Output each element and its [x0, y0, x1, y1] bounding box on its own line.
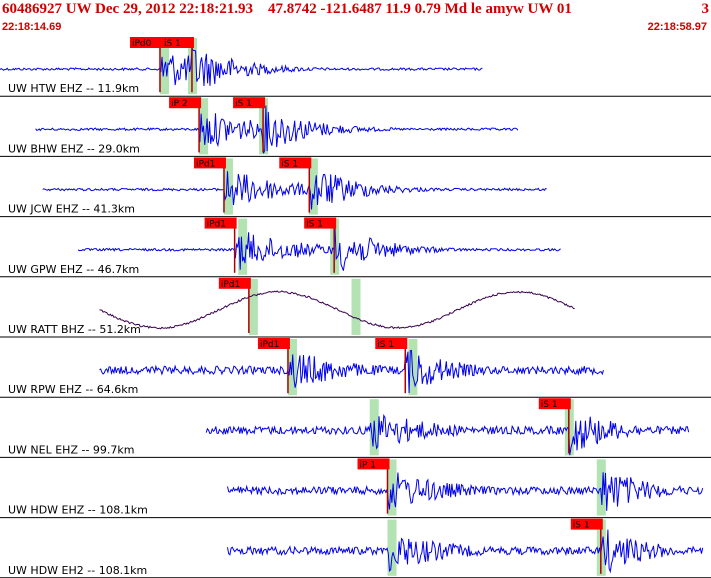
p-window	[387, 459, 397, 516]
start-time: 22:18:14.69	[2, 21, 62, 33]
p-pick-label: iP 2	[171, 99, 188, 109]
s-window	[408, 339, 418, 396]
s-pick-label: iS 1	[541, 400, 558, 410]
waveform	[35, 105, 519, 154]
s-pick-box	[570, 518, 603, 530]
s-window	[596, 459, 606, 516]
p-pick-label: iPd1	[207, 220, 226, 230]
waveform	[227, 529, 704, 574]
s-pick-label: iS 1	[281, 159, 298, 169]
p-pick-label: iP 1	[359, 460, 376, 470]
s-window	[351, 278, 361, 335]
waveform	[0, 46, 483, 87]
p-pick-label: iPd1	[221, 280, 240, 290]
s-pick-label: iS 1	[306, 220, 323, 230]
page-number[interactable]: 3	[701, 1, 710, 17]
p-pick-label: iPd1	[196, 159, 215, 169]
p-pick-box	[218, 277, 251, 289]
s-pick-label: iS 1	[573, 521, 590, 531]
p-pick-box	[193, 157, 226, 169]
waveform	[77, 227, 561, 271]
p-pick-box	[204, 217, 237, 229]
station-label: UW GPW EHZ -- 46.7km	[8, 263, 139, 276]
event-summary: 60486927 UW Dec 29, 2012 22:18:21.93 47.…	[2, 1, 572, 17]
p-window	[248, 278, 258, 335]
end-time: 22:18:58.97	[647, 21, 707, 33]
station-label: UW NEL EHZ -- 99.7km	[8, 443, 135, 456]
p-pick-label: iPd0	[132, 39, 152, 49]
s-pick-box	[279, 157, 312, 169]
s-pick-label: iS 1	[164, 39, 181, 49]
s-pick-label: iS 1	[235, 99, 252, 109]
s-pick-box	[304, 217, 337, 229]
p-pick-box	[357, 458, 390, 470]
s-pick-box	[233, 97, 266, 109]
station-label: UW HDW EH2 -- 108.1km	[8, 564, 147, 577]
event-header: 60486927 UW Dec 29, 2012 22:18:21.93 47.…	[0, 0, 711, 36]
p-window	[238, 218, 248, 275]
waveform	[99, 290, 575, 330]
seismogram-panel[interactable]: iPd0 iS 1 UW HTW EHZ -- 11.9km iP 2 iS 1 UW B…	[0, 36, 711, 578]
station-label: UW RPW EHZ -- 64.6km	[8, 383, 138, 396]
station-label: UW RATT BHZ -- 51.2km	[8, 323, 141, 336]
station-label: UW HTW EHZ -- 11.9km	[8, 82, 139, 95]
s-pick-box	[161, 37, 194, 48]
p-pick-box	[169, 97, 202, 109]
waveform	[99, 349, 604, 394]
s-pick-box	[375, 338, 408, 349]
station-label: UW HDW EHZ -- 108.1km	[8, 504, 148, 517]
waveform	[42, 171, 547, 210]
station-label: UW BHW EHZ -- 29.0km	[8, 142, 140, 155]
waveform	[227, 472, 704, 511]
s-pick-box	[538, 398, 571, 410]
station-label: UW JCW EHZ -- 41.3km	[8, 203, 135, 216]
p-pick-box	[129, 37, 162, 48]
p-pick-box	[257, 338, 290, 349]
p-window	[387, 519, 397, 576]
p-pick-label: iPd1	[260, 340, 279, 350]
s-pick-label: iS 1	[377, 340, 394, 350]
s-window	[308, 158, 318, 215]
waveform	[205, 413, 690, 456]
